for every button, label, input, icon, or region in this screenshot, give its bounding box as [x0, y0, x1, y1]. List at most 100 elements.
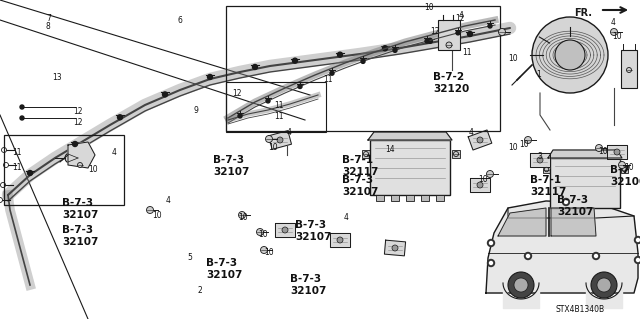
- Circle shape: [514, 278, 528, 292]
- Circle shape: [627, 68, 632, 72]
- Polygon shape: [275, 223, 295, 237]
- Circle shape: [490, 262, 493, 264]
- Text: 11: 11: [323, 75, 333, 84]
- Text: B-7-3
32107: B-7-3 32107: [290, 274, 326, 296]
- Circle shape: [330, 71, 334, 75]
- Polygon shape: [385, 240, 406, 256]
- Circle shape: [3, 162, 8, 167]
- Text: B-7-3
32107: B-7-3 32107: [213, 155, 250, 177]
- Text: 10: 10: [88, 165, 98, 174]
- Bar: [421, 195, 429, 201]
- Text: 10: 10: [478, 175, 488, 184]
- Text: 13: 13: [52, 73, 61, 82]
- Circle shape: [488, 24, 492, 28]
- Polygon shape: [269, 131, 291, 149]
- Circle shape: [20, 105, 24, 109]
- Circle shape: [477, 182, 483, 188]
- Circle shape: [118, 115, 122, 120]
- Bar: [452, 150, 460, 158]
- Text: B-7-3
32107: B-7-3 32107: [206, 258, 243, 279]
- Bar: [4, 135, 124, 205]
- Text: 11: 11: [274, 112, 284, 121]
- Text: B-7
32100: B-7 32100: [610, 165, 640, 187]
- Circle shape: [361, 59, 365, 63]
- Polygon shape: [551, 208, 596, 236]
- Polygon shape: [530, 153, 550, 167]
- Text: FR.: FR.: [574, 8, 592, 18]
- Text: 12: 12: [232, 89, 241, 98]
- Polygon shape: [368, 132, 452, 140]
- Circle shape: [564, 201, 568, 204]
- Bar: [226, 82, 326, 132]
- Circle shape: [1, 182, 6, 188]
- Circle shape: [277, 137, 283, 143]
- Circle shape: [544, 167, 548, 172]
- Text: 4: 4: [112, 148, 117, 157]
- Bar: [543, 166, 550, 173]
- Bar: [226, 6, 500, 131]
- Bar: [376, 195, 384, 201]
- Circle shape: [253, 64, 257, 70]
- Polygon shape: [470, 178, 490, 192]
- Circle shape: [392, 245, 398, 251]
- Text: 10: 10: [598, 147, 607, 156]
- Circle shape: [260, 247, 268, 254]
- Text: B-7-3
32107: B-7-3 32107: [342, 175, 378, 197]
- Polygon shape: [548, 150, 622, 158]
- Text: B-7-1
32117: B-7-1 32117: [342, 155, 378, 177]
- Circle shape: [488, 259, 495, 266]
- Circle shape: [467, 32, 472, 36]
- Bar: [621, 50, 637, 88]
- Circle shape: [597, 278, 611, 292]
- Circle shape: [266, 136, 273, 143]
- Circle shape: [490, 241, 493, 244]
- Circle shape: [163, 92, 168, 97]
- Circle shape: [257, 228, 264, 235]
- Bar: [550, 158, 620, 208]
- Text: 10: 10: [238, 213, 248, 222]
- Circle shape: [634, 256, 640, 263]
- Circle shape: [425, 39, 429, 43]
- Circle shape: [532, 17, 608, 93]
- Circle shape: [20, 116, 24, 120]
- Circle shape: [591, 272, 617, 298]
- Circle shape: [563, 198, 570, 205]
- Circle shape: [595, 145, 602, 152]
- Text: 4: 4: [166, 196, 171, 205]
- Polygon shape: [330, 233, 350, 247]
- Circle shape: [1, 147, 6, 152]
- Text: 10: 10: [264, 248, 274, 257]
- Text: 7: 7: [46, 14, 51, 23]
- Text: 12: 12: [430, 27, 440, 36]
- Circle shape: [525, 137, 531, 144]
- Text: B-7-3
32107: B-7-3 32107: [62, 198, 99, 219]
- Text: 10: 10: [152, 211, 162, 220]
- Text: 12: 12: [73, 118, 83, 127]
- Circle shape: [428, 38, 433, 43]
- Text: B-7-3
32107: B-7-3 32107: [62, 225, 99, 247]
- Circle shape: [525, 253, 531, 259]
- Text: 11: 11: [12, 148, 22, 157]
- Circle shape: [593, 253, 600, 259]
- Text: 10: 10: [258, 230, 268, 239]
- Polygon shape: [498, 208, 546, 236]
- Text: 11: 11: [462, 48, 472, 57]
- Text: 10: 10: [612, 32, 621, 41]
- Bar: [621, 166, 628, 173]
- Text: 4: 4: [287, 128, 292, 137]
- Text: 10: 10: [624, 163, 634, 172]
- Circle shape: [28, 170, 33, 175]
- Circle shape: [527, 255, 529, 257]
- Circle shape: [207, 75, 212, 79]
- Circle shape: [337, 52, 342, 57]
- Text: 9: 9: [193, 106, 198, 115]
- Circle shape: [508, 272, 534, 298]
- Text: 1: 1: [536, 70, 541, 79]
- Text: 5: 5: [187, 253, 192, 262]
- Circle shape: [499, 28, 506, 35]
- Circle shape: [393, 48, 397, 52]
- Text: 10: 10: [508, 143, 518, 152]
- Circle shape: [555, 40, 585, 70]
- Circle shape: [383, 46, 387, 51]
- Text: 11: 11: [274, 101, 284, 110]
